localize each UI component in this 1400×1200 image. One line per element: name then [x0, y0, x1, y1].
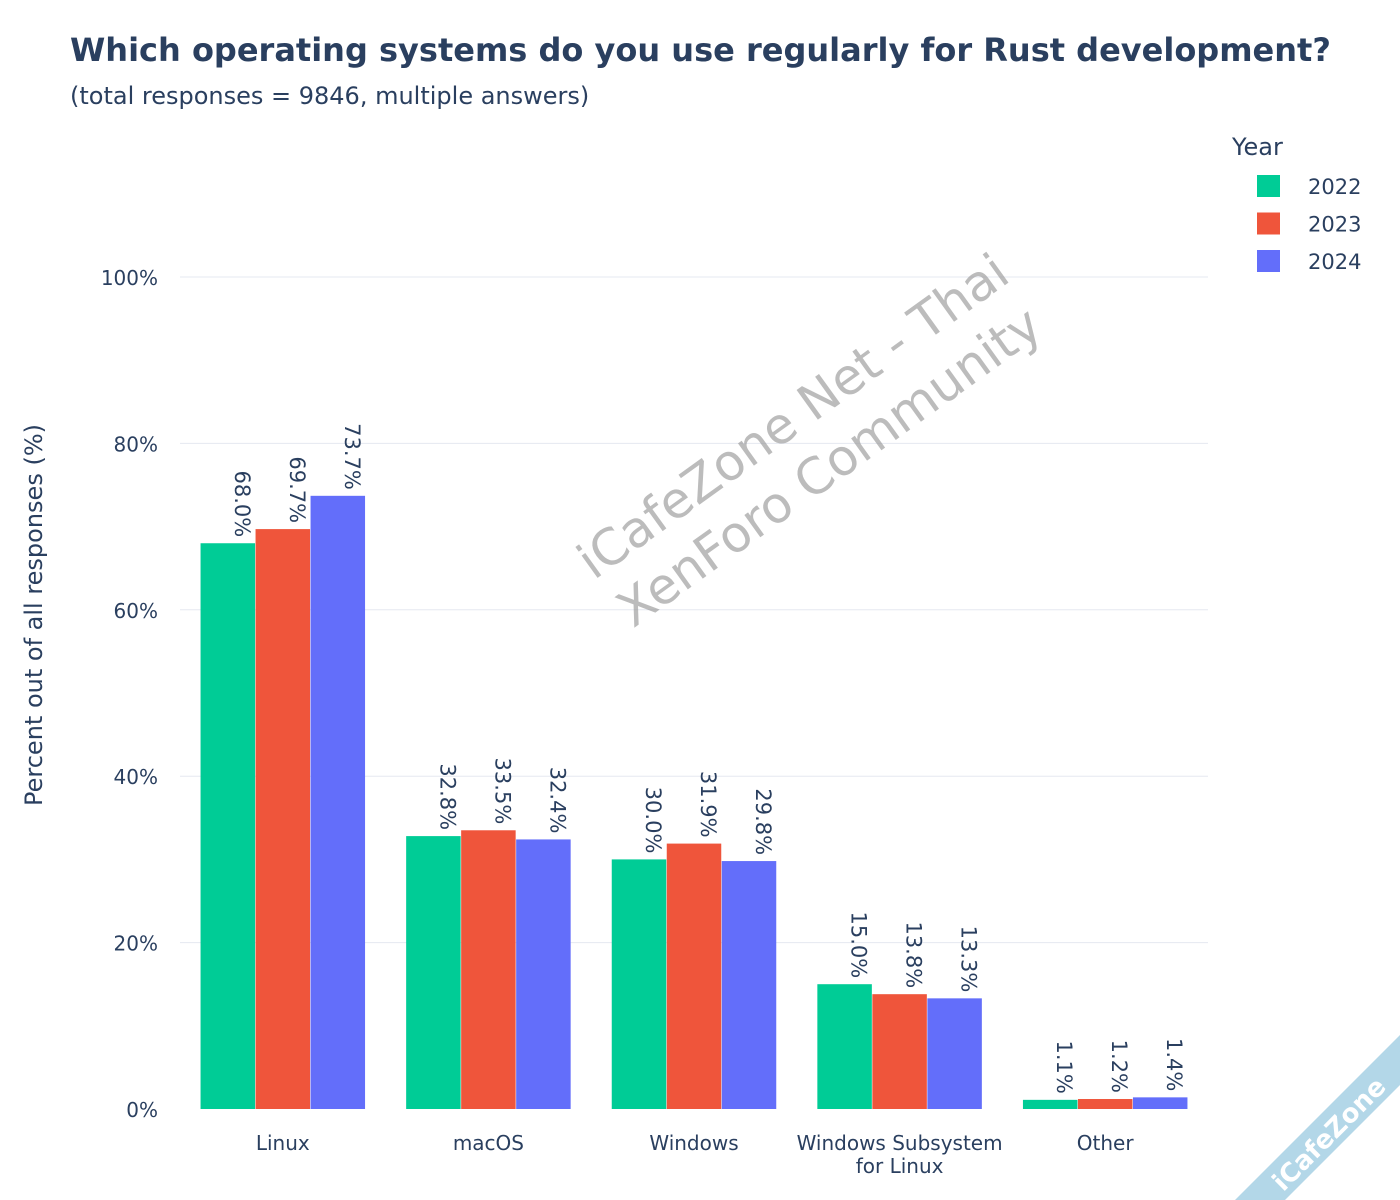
legend-item-2024[interactable]: 2024	[1257, 250, 1361, 274]
bar-2023	[461, 830, 516, 1109]
bar-data-label: 13.3%	[957, 926, 981, 993]
legend-swatch	[1257, 250, 1280, 272]
bar-2023	[872, 994, 927, 1109]
bar-data-label: 32.8%	[435, 763, 459, 830]
legend-swatch	[1257, 175, 1280, 197]
legend-label: 2023	[1308, 213, 1361, 237]
legend-item-2022[interactable]: 2022	[1257, 175, 1361, 199]
corner-badge: iCafeZone	[1235, 1035, 1400, 1200]
bar-2022	[406, 836, 461, 1109]
bar-data-label: 69.7%	[285, 456, 309, 523]
x-tick-label: Windows	[649, 1131, 738, 1155]
bar-data-label: 1.4%	[1162, 1038, 1186, 1091]
chart-title: Which operating systems do you use regul…	[70, 31, 1331, 69]
bar-data-label: 73.7%	[340, 423, 364, 490]
x-tick-label: Linux	[256, 1131, 310, 1155]
bar-2024	[310, 495, 366, 1109]
legend-title: Year	[1231, 133, 1283, 161]
bar-2023	[255, 529, 311, 1109]
bar-2024	[516, 839, 571, 1109]
watermark-line: iCafeZone Net - Thai	[567, 243, 1019, 591]
bar-data-label: 33.5%	[490, 758, 514, 825]
legend-label: 2022	[1308, 175, 1361, 199]
legend-swatch	[1257, 212, 1280, 235]
y-tick-label: 100%	[101, 266, 158, 290]
bar-2022	[1022, 1099, 1078, 1109]
y-tick-label: 60%	[114, 599, 158, 623]
y-tick-label: 0%	[126, 1098, 158, 1122]
x-tick-label: for Linux	[856, 1154, 944, 1178]
corner-badge-text: iCafeZone	[1267, 1072, 1392, 1197]
bar-data-label: 1.1%	[1052, 1040, 1076, 1093]
bar-2024	[1132, 1097, 1188, 1109]
bar-2023	[666, 843, 722, 1109]
bar-data-label: 15.0%	[847, 911, 871, 978]
y-tick-label: 80%	[114, 432, 158, 456]
x-tick-label: Windows Subsystem	[797, 1131, 1003, 1155]
chart-subtitle: (total responses = 9846, multiple answer…	[70, 82, 589, 110]
bar-data-label: 68.0%	[230, 471, 254, 538]
y-axis-title: Percent out of all responses (%)	[20, 424, 48, 806]
bar-data-label: 29.8%	[751, 788, 775, 855]
bar-data-label: 32.4%	[545, 767, 569, 834]
legend-label: 2024	[1308, 250, 1361, 274]
bar-2022	[817, 984, 872, 1109]
bar-data-label: 30.0%	[641, 787, 665, 854]
bar-2024	[721, 861, 777, 1109]
y-tick-label: 40%	[114, 765, 158, 789]
legend-item-2023[interactable]: 2023	[1257, 212, 1361, 237]
bar-2024	[927, 998, 982, 1109]
bar-2023	[1077, 1099, 1133, 1109]
y-tick-label: 20%	[114, 932, 158, 956]
x-tick-label: Other	[1077, 1131, 1135, 1155]
watermark: iCafeZone Net - ThaiXenForo Community	[567, 243, 1056, 641]
bar-2022	[200, 543, 256, 1109]
x-tick-label: macOS	[453, 1131, 524, 1155]
bar-data-label: 13.8%	[902, 921, 926, 988]
bar-data-label: 1.2%	[1107, 1040, 1131, 1093]
bar-2022	[611, 859, 667, 1109]
bar-data-label: 31.9%	[696, 771, 720, 838]
